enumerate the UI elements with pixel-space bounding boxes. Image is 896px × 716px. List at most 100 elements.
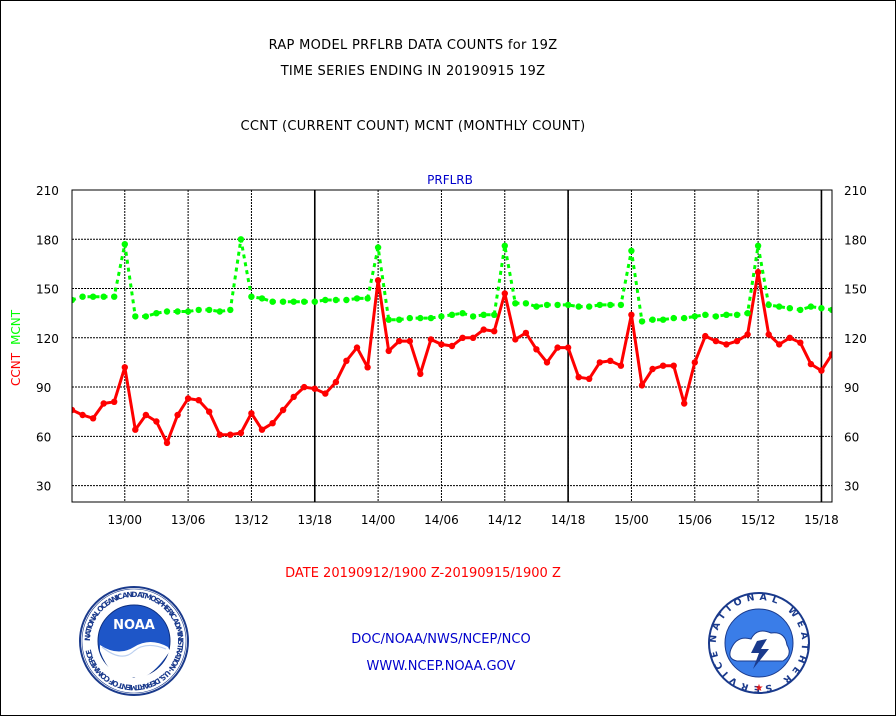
ccnt-data-point	[649, 365, 656, 373]
mcnt-data-point	[184, 308, 192, 315]
mcnt-data-point	[79, 293, 86, 300]
ccnt-data-point	[681, 400, 688, 407]
y-tick-label-left: 90	[36, 381, 51, 395]
mcnt-data-point	[670, 314, 677, 322]
mcnt-data-point	[269, 298, 276, 305]
ccnt-data-point	[248, 410, 255, 417]
mcnt-data-point	[607, 301, 614, 309]
ccnt-data-point	[469, 334, 477, 341]
mcnt-data-point	[227, 306, 234, 314]
x-tick-label: 14/06	[424, 513, 459, 527]
ccnt-data-point	[111, 398, 118, 405]
ccnt-data-point	[163, 439, 171, 447]
chart-subtitle: CCNT (CURRENT COUNT) MCNT (MONTHLY COUNT…	[240, 119, 586, 134]
ccnt-data-point	[89, 415, 97, 422]
mcnt-data-point	[459, 310, 466, 317]
mcnt-data-point	[290, 298, 297, 305]
mcnt-data-point	[702, 311, 709, 318]
chart-title: RAP MODEL PRFLRB DATA COUNTS for 19Z	[268, 38, 558, 53]
mcnt-data-point	[72, 296, 76, 304]
mcnt-data-point	[132, 313, 139, 320]
ccnt-data-point	[438, 341, 445, 348]
x-tick-label: 14/18	[551, 513, 586, 527]
ccnt-data-point	[216, 431, 223, 438]
ccnt-data-point	[184, 395, 192, 402]
mcnt-data-point	[617, 301, 625, 309]
agency-label: DOC/NOAA/NWS/NCEP/NCO	[351, 632, 531, 647]
ccnt-data-point	[733, 337, 741, 345]
ccnt-data-point	[828, 351, 832, 358]
ccnt-data-point	[607, 357, 614, 364]
y-tick-label-right: 30	[844, 480, 859, 494]
mcnt-data-point	[480, 311, 487, 318]
mcnt-data-point	[491, 311, 498, 318]
ccnt-data-point	[100, 400, 107, 407]
mcnt-data-point	[111, 293, 118, 300]
y-tick-label-right: 120	[844, 332, 867, 346]
x-tick-label: 13/06	[171, 513, 206, 527]
mcnt-data-point	[427, 314, 435, 322]
x-tick-label: 13/18	[297, 513, 332, 527]
mcnt-data-point	[512, 300, 519, 307]
website-link[interactable]: WWW.NCEP.NOAA.GOV	[366, 659, 516, 674]
ccnt-series-line	[72, 270, 832, 445]
mcnt-data-point	[301, 298, 308, 305]
mcnt-data-point	[89, 293, 97, 300]
y-tick-label-left: 180	[36, 233, 59, 247]
ccnt-data-point	[575, 374, 582, 381]
x-tick-label: 15/06	[677, 513, 712, 527]
ccnt-data-point	[374, 277, 382, 284]
mcnt-data-point	[681, 314, 688, 322]
ccnt-data-point	[258, 426, 266, 433]
mcnt-data-point	[733, 311, 741, 318]
mcnt-data-point	[554, 301, 561, 309]
ccnt-data-point	[765, 331, 772, 338]
y-tick-label-right: 180	[844, 233, 867, 247]
ccnt-data-point	[702, 332, 709, 340]
x-tick-label: 13/00	[107, 513, 142, 527]
mcnt-data-point	[163, 308, 171, 315]
ccnt-data-point	[279, 406, 287, 414]
mcnt-data-point	[248, 293, 255, 300]
ccnt-data-point	[301, 383, 308, 391]
x-tick-label: 15/18	[804, 513, 839, 527]
mcnt-data-point	[818, 305, 825, 312]
ccnt-data-point	[427, 336, 435, 343]
ccnt-data-point	[237, 429, 245, 437]
mcnt-data-point	[332, 296, 340, 304]
mcnt-data-point	[649, 316, 656, 323]
ccnt-data-point	[501, 290, 508, 297]
mcnt-data-point	[776, 303, 783, 310]
y-tick-label-left: 210	[36, 184, 59, 198]
x-tick-label: 14/00	[361, 513, 396, 527]
ccnt-data-point	[332, 378, 340, 386]
y-tick-label-right: 90	[844, 381, 859, 395]
ccnt-data-point	[723, 341, 730, 348]
ccnt-data-point	[396, 337, 403, 345]
mcnt-data-point	[364, 295, 371, 302]
mcnt-data-point	[586, 303, 593, 310]
ccnt-data-point	[564, 344, 572, 351]
mcnt-data-point	[258, 295, 266, 302]
mcnt-data-point	[100, 293, 107, 300]
mcnt-data-point	[723, 311, 730, 318]
ccnt-data-point	[364, 364, 371, 371]
ccnt-data-point	[554, 344, 561, 351]
ccnt-data-point	[79, 411, 86, 419]
ccnt-data-point	[659, 362, 667, 369]
ccnt-data-point	[776, 341, 783, 348]
mcnt-data-point	[522, 300, 530, 307]
ccnt-data-point	[290, 393, 297, 401]
ccnt-data-point	[543, 359, 551, 366]
ccnt-data-point	[195, 397, 202, 404]
ccnt-data-point	[227, 431, 234, 438]
mcnt-data-point	[691, 313, 698, 320]
ccnt-data-point	[406, 337, 413, 345]
y-tick-label-left: 60	[36, 430, 51, 444]
mcnt-data-point	[797, 306, 804, 314]
mcnt-data-point	[206, 306, 213, 314]
x-tick-label: 13/12	[234, 513, 269, 527]
mcnt-data-point	[543, 301, 551, 309]
ccnt-data-point	[744, 331, 751, 338]
ccnt-data-point	[353, 344, 361, 351]
